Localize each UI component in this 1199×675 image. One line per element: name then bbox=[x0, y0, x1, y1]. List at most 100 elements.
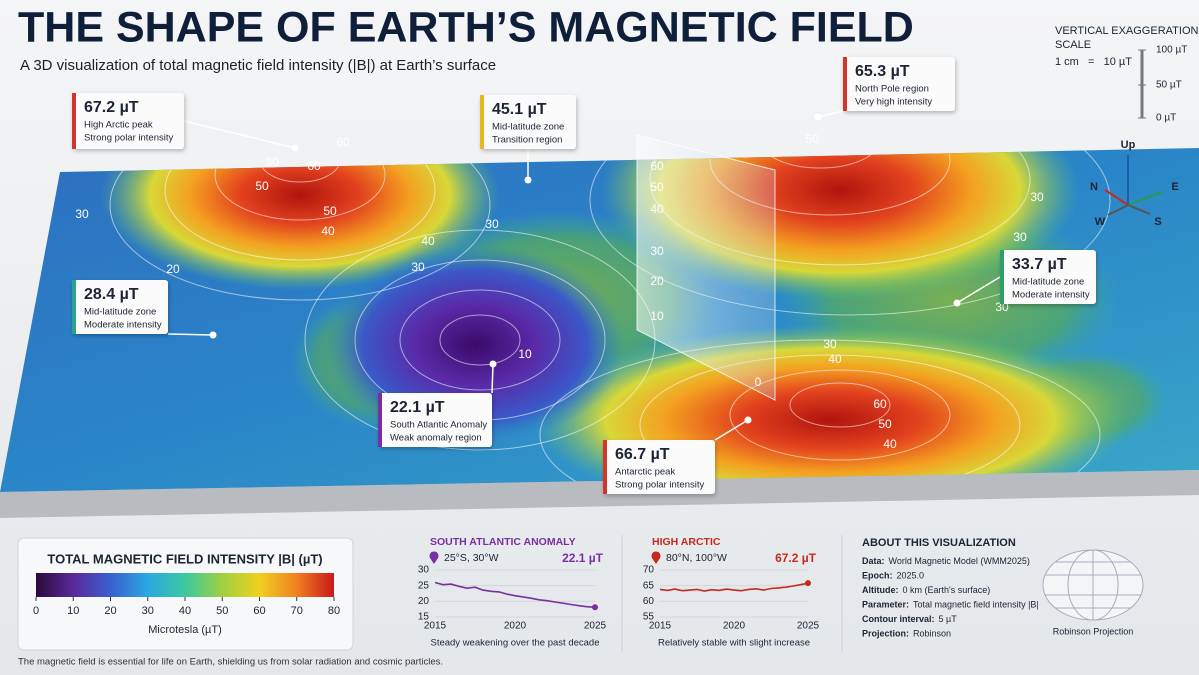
contour-label: 50 bbox=[255, 179, 269, 193]
callout-dot bbox=[744, 416, 752, 424]
callout-dot bbox=[209, 331, 217, 339]
callout-note: Moderate intensity bbox=[1012, 290, 1090, 301]
callout-label: Antarctic peak bbox=[615, 467, 675, 478]
callout-pointer bbox=[167, 333, 214, 336]
colorbar-tick-label: 30 bbox=[142, 605, 154, 617]
y-tick-label: 70 bbox=[643, 565, 655, 576]
callout-dot bbox=[814, 113, 822, 121]
end-point bbox=[592, 604, 598, 611]
colorbar bbox=[36, 573, 334, 597]
compass-up: Up bbox=[1121, 139, 1136, 151]
contour-label: 60 bbox=[307, 159, 321, 173]
scale-ratio: 1 cm = 10 µT bbox=[1055, 56, 1132, 68]
projection-label: Robinson Projection bbox=[1053, 626, 1134, 636]
contour-label: 20 bbox=[166, 262, 180, 276]
panel-tick-label: 50 bbox=[650, 180, 664, 194]
callout-note: Moderate intensity bbox=[84, 320, 162, 331]
callout-value: 28.4 µT bbox=[84, 286, 139, 303]
about-label: Parameter: bbox=[862, 600, 909, 610]
about-value: 2025.0 bbox=[897, 571, 925, 581]
y-tick-label: 30 bbox=[418, 565, 430, 576]
compass-e: E bbox=[1171, 181, 1178, 193]
colorbar-tick-label: 40 bbox=[179, 605, 191, 617]
callout-pointer bbox=[956, 276, 1001, 304]
callout-box bbox=[72, 93, 184, 149]
slab-side bbox=[0, 470, 1199, 518]
scale-tick-label: 0 µT bbox=[1156, 113, 1176, 124]
about-item: Data: World Magnetic Model (WMM2025) bbox=[862, 556, 1030, 566]
panel-tick-label: 40 bbox=[650, 202, 664, 216]
callout-box bbox=[603, 440, 715, 494]
callout-pointer bbox=[491, 363, 494, 394]
callout-box bbox=[378, 393, 492, 447]
scale-tick-label: 50 µT bbox=[1156, 80, 1182, 91]
callout-dot bbox=[489, 360, 497, 368]
mini-chart-caption: Steady weakening over the past decade bbox=[430, 638, 599, 649]
x-tick-label: 2020 bbox=[504, 621, 527, 632]
callout-box bbox=[1000, 250, 1096, 304]
callout-note: Strong polar intensity bbox=[615, 480, 704, 491]
scale-title: VERTICAL EXAGGERATION bbox=[1055, 25, 1198, 37]
legend-unit: Microtesla (µT) bbox=[148, 624, 222, 636]
contour-label: 30 bbox=[265, 155, 279, 169]
about-value: 0 km (Earth's surface) bbox=[903, 585, 991, 595]
colorbar-tick-label: 0 bbox=[33, 605, 39, 617]
contour-label: 30 bbox=[1013, 230, 1027, 244]
callout-value: 45.1 µT bbox=[492, 101, 547, 118]
callout-label: Mid-latitude zone bbox=[492, 122, 564, 133]
mini-chart-location: 25°S, 30°W bbox=[444, 552, 499, 564]
about-value: 5 µT bbox=[939, 614, 958, 624]
contour-label: 50 bbox=[878, 417, 892, 431]
callout-dot bbox=[291, 144, 299, 152]
x-tick-label: 2025 bbox=[797, 621, 820, 632]
contour-label: 30 bbox=[485, 217, 499, 231]
location-pin bbox=[651, 551, 661, 564]
x-tick-label: 2020 bbox=[723, 621, 746, 632]
contour-label: 50 bbox=[805, 132, 819, 146]
end-point bbox=[805, 580, 811, 587]
about-title: ABOUT THIS VISUALIZATION bbox=[862, 537, 1016, 549]
panel-tick-label: 60 bbox=[650, 159, 664, 173]
callout-note: Weak anomaly region bbox=[390, 433, 482, 444]
compass-w: W bbox=[1095, 216, 1106, 228]
glass-panel bbox=[636, 134, 776, 401]
colorbar-tick-label: 70 bbox=[291, 605, 303, 617]
callout-dot bbox=[953, 299, 961, 307]
globe bbox=[1042, 549, 1144, 621]
mini-chart-title: SOUTH ATLANTIC ANOMALY bbox=[430, 536, 576, 548]
colorbar-tick-label: 80 bbox=[328, 605, 340, 617]
location-pin bbox=[429, 551, 439, 564]
line bbox=[659, 582, 809, 592]
contour-label: 50 bbox=[323, 204, 337, 218]
y-tick-label: 20 bbox=[418, 596, 430, 607]
about-value: Total magnetic field intensity |B| bbox=[913, 600, 1039, 610]
panel-tick-label: 10 bbox=[650, 309, 664, 323]
contour-label: 40 bbox=[828, 352, 842, 366]
about-label: Data: bbox=[862, 556, 885, 566]
legend-title: TOTAL MAGNETIC FIELD INTENSITY |B| (µT) bbox=[47, 551, 322, 566]
colorbar-tick-label: 50 bbox=[216, 605, 228, 617]
scale-title: SCALE bbox=[1055, 39, 1091, 51]
map bbox=[0, 134, 1199, 518]
compass: Up N E W S bbox=[1090, 139, 1179, 228]
colorbar-tick-label: 20 bbox=[104, 605, 116, 617]
callout-box bbox=[480, 95, 576, 149]
callout-note: Very high intensity bbox=[855, 97, 932, 108]
compass-s: S bbox=[1154, 216, 1161, 228]
y-tick-label: 55 bbox=[643, 612, 655, 623]
callout-pointer bbox=[817, 110, 844, 118]
callout-value: 66.7 µT bbox=[615, 446, 670, 463]
callout-value: 33.7 µT bbox=[1012, 256, 1067, 273]
callout-pointer bbox=[183, 120, 296, 149]
mini-chart-value: 22.1 µT bbox=[562, 551, 604, 565]
mini-chart-title: HIGH ARCTIC bbox=[652, 536, 721, 548]
panel-tick-label: 20 bbox=[650, 274, 664, 288]
footer: The magnetic field is essential for life… bbox=[18, 657, 443, 668]
about-label: Projection: bbox=[862, 629, 909, 639]
callout-note: Transition region bbox=[492, 135, 562, 146]
mini-chart-caption: Relatively stable with slight increase bbox=[658, 638, 810, 649]
colorbar-tick-label: 10 bbox=[67, 605, 79, 617]
callout-stripe bbox=[72, 280, 76, 334]
